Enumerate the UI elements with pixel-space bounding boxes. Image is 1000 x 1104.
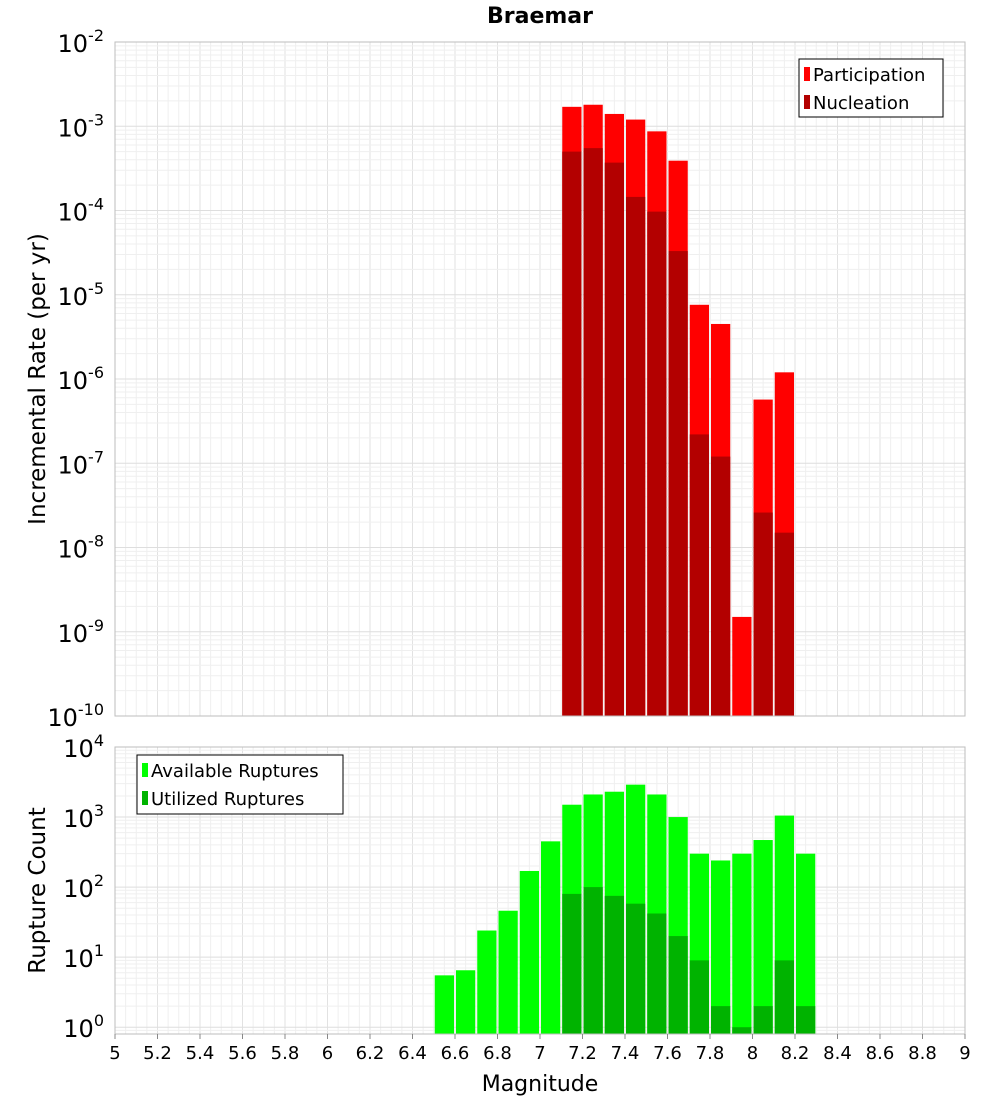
y-tick-labels: 100 101 102 103 104 bbox=[63, 731, 104, 1043]
legend-label: Participation bbox=[813, 65, 925, 86]
x-tick-label: 6.6 bbox=[441, 1043, 470, 1064]
legend: Available Ruptures Utilized Ruptures bbox=[136, 754, 344, 815]
chart-title: Braemar bbox=[487, 4, 593, 29]
x-tick-label: 5.2 bbox=[143, 1043, 172, 1064]
y-axis-label: Rupture Count bbox=[25, 807, 51, 973]
bar-nucleation bbox=[753, 512, 773, 716]
bar-utilized-ruptures bbox=[753, 1006, 773, 1034]
y-tick-label: 10-8 bbox=[58, 532, 105, 564]
x-tick-label: 5.8 bbox=[271, 1043, 300, 1064]
bar-utilized-ruptures bbox=[796, 1006, 816, 1034]
y-tick-label: 103 bbox=[63, 801, 104, 833]
bar-available-ruptures bbox=[711, 860, 731, 1034]
bar-nucleation bbox=[711, 456, 731, 716]
bar-available-ruptures bbox=[796, 853, 816, 1034]
x-axis-label: Magnitude bbox=[482, 1072, 599, 1097]
bar-utilized-ruptures bbox=[583, 887, 603, 1034]
y-tick-labels: 10-10 10-9 10-8 10-7 10-6 10-5 10-4 10-3 10-2 bbox=[47, 26, 104, 732]
bar-nucleation bbox=[774, 532, 794, 716]
y-tick-label: 10-5 bbox=[58, 279, 105, 311]
bar-available-ruptures bbox=[541, 841, 561, 1034]
x-tick-label: 8.2 bbox=[781, 1043, 810, 1064]
x-tick-label: 8.6 bbox=[866, 1043, 895, 1064]
y-tick-label: 10-7 bbox=[58, 447, 105, 479]
y-axis-label: Incremental Rate (per yr) bbox=[25, 233, 51, 525]
legend-box bbox=[798, 58, 944, 118]
x-tick-label: 5 bbox=[109, 1043, 120, 1064]
y-tick-label: 10-6 bbox=[58, 363, 105, 395]
bar-available-ruptures bbox=[519, 870, 539, 1034]
x-tick-label: 9 bbox=[959, 1043, 970, 1064]
y-tick-label: 104 bbox=[63, 731, 104, 763]
bar-nucleation bbox=[668, 251, 688, 717]
legend-label: Available Ruptures bbox=[151, 761, 319, 782]
bar-utilized-ruptures bbox=[604, 895, 624, 1034]
legend-box bbox=[136, 754, 344, 815]
bar-available-ruptures bbox=[456, 970, 476, 1034]
x-tick-label: 8.8 bbox=[908, 1043, 937, 1064]
bar-available-ruptures bbox=[434, 975, 454, 1034]
bar-available-ruptures bbox=[753, 840, 773, 1034]
x-tick-label: 7.2 bbox=[568, 1043, 597, 1064]
bar-participation bbox=[732, 616, 752, 716]
bar-utilized-ruptures bbox=[626, 903, 646, 1034]
y-tick-label: 100 bbox=[63, 1011, 104, 1043]
x-tick-label: 6.4 bbox=[398, 1043, 427, 1064]
bar-nucleation bbox=[583, 148, 603, 716]
legend-swatch bbox=[804, 95, 810, 109]
bar-nucleation bbox=[689, 434, 709, 716]
grid bbox=[114, 42, 966, 717]
y-tick-label: 10-9 bbox=[58, 616, 105, 648]
x-tick-label: 6.8 bbox=[483, 1043, 512, 1064]
x-tick-label: 5.4 bbox=[186, 1043, 215, 1064]
x-tick-label: 6 bbox=[322, 1043, 333, 1064]
bar-utilized-ruptures bbox=[647, 913, 667, 1034]
x-tick-label: 6.2 bbox=[356, 1043, 385, 1064]
bar-utilized-ruptures bbox=[774, 960, 794, 1034]
plot-border bbox=[114, 41, 966, 717]
bar-utilized-ruptures bbox=[668, 936, 688, 1034]
x-tick-labels: 5 5.2 5.4 5.6 5.8 6 6.2 6.4 6.6 6.8 7 7.2 7.4 7.6 7.8 8… bbox=[109, 1034, 971, 1064]
x-tick-label: 8.4 bbox=[823, 1043, 852, 1064]
bar-available-ruptures bbox=[477, 930, 497, 1034]
x-tick-label: 7 bbox=[534, 1043, 545, 1064]
legend-label: Nucleation bbox=[813, 93, 909, 114]
panel-count: 100 101 102 103 104 Rupture Count Available Ru… bbox=[25, 731, 971, 1097]
bar-nucleation bbox=[604, 162, 624, 716]
bar-available-ruptures bbox=[498, 910, 518, 1034]
bar-nucleation bbox=[626, 196, 646, 717]
legend-swatch bbox=[804, 67, 810, 81]
legend: Participation Nucleation bbox=[798, 58, 944, 118]
y-tick-label: 10-3 bbox=[58, 110, 105, 142]
x-tick-label: 7.6 bbox=[653, 1043, 682, 1064]
y-tick-label: 10-4 bbox=[58, 195, 105, 227]
legend-swatch bbox=[142, 791, 148, 805]
panel-rate: 10-10 10-9 10-8 10-7 10-6 10-5 10-4 10-3 10-2 Inc… bbox=[25, 4, 966, 732]
y-tick-label: 102 bbox=[63, 871, 104, 903]
series-utilized-ruptures bbox=[562, 887, 816, 1034]
bar-utilized-ruptures bbox=[689, 960, 709, 1034]
x-tick-label: 5.6 bbox=[228, 1043, 257, 1064]
x-tick-label: 7.8 bbox=[696, 1043, 725, 1064]
legend-swatch bbox=[142, 763, 148, 777]
bar-utilized-ruptures bbox=[711, 1006, 731, 1034]
bar-nucleation bbox=[562, 151, 582, 717]
y-tick-label: 101 bbox=[63, 941, 104, 973]
y-tick-label: 10-2 bbox=[58, 26, 105, 58]
legend-label: Utilized Ruptures bbox=[151, 789, 304, 810]
bar-nucleation bbox=[647, 211, 667, 716]
bar-utilized-ruptures bbox=[732, 1027, 752, 1034]
bar-available-ruptures bbox=[732, 853, 752, 1034]
y-tick-label: 10-10 bbox=[47, 700, 104, 732]
x-tick-label: 8 bbox=[747, 1043, 758, 1064]
series-nucleation bbox=[562, 148, 794, 717]
x-tick-label: 7.4 bbox=[611, 1043, 640, 1064]
bar-utilized-ruptures bbox=[562, 893, 582, 1034]
